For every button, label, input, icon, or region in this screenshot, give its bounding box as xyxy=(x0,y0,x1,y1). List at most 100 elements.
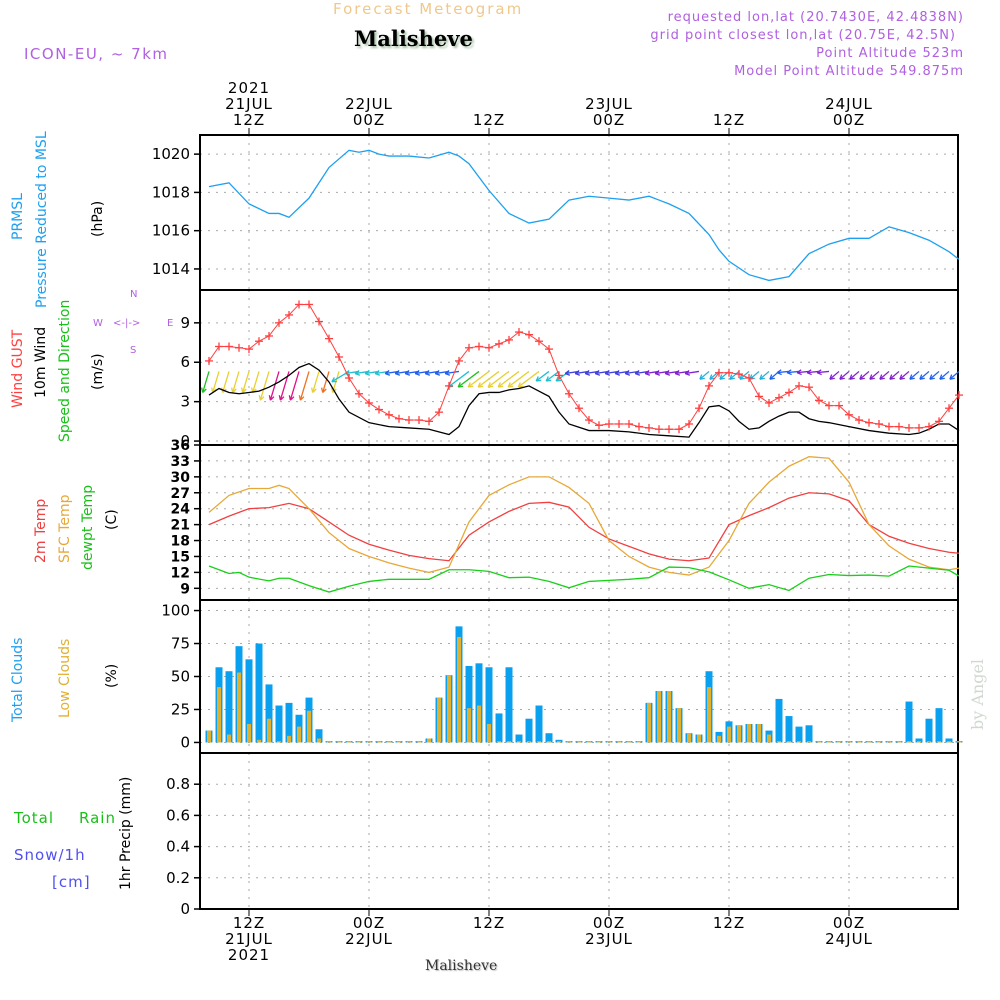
chart-title: Malisheve xyxy=(354,26,473,51)
wind-arrow-head xyxy=(719,374,723,380)
wind-gust-marker xyxy=(845,410,853,419)
time-label-bottom: 00Z xyxy=(833,914,865,932)
low-cloud-bar xyxy=(407,741,411,743)
low-cloud-bar xyxy=(587,741,591,743)
wind-arrow-shaft xyxy=(232,371,240,393)
wind-arrow-head xyxy=(769,377,775,380)
wind-arrow-head xyxy=(288,395,292,401)
wind-arrow-head xyxy=(487,382,491,388)
wind-direction-arrow xyxy=(258,371,270,401)
wind-arrow-head xyxy=(949,374,953,380)
wind-gust-marker xyxy=(705,381,713,390)
low-cloud-bar xyxy=(247,723,251,743)
wind-arrow-head xyxy=(507,382,511,388)
wind-arrow-head xyxy=(759,374,763,380)
low-cloud-bar xyxy=(797,741,801,743)
wind-gust-marker xyxy=(595,421,603,430)
wind-arrow-head xyxy=(289,396,295,401)
wind-gust-label: Wind GUST xyxy=(10,329,26,408)
wind-arrow-shaft xyxy=(919,370,930,380)
wind-gust-marker xyxy=(905,423,913,432)
pressure-label-prmsl: PRMSL xyxy=(10,193,26,240)
wind-arrow-head xyxy=(684,369,690,375)
wind-arrow-head xyxy=(939,377,945,380)
wind-arrow-head xyxy=(634,372,641,376)
wind-arrow-head xyxy=(404,369,410,375)
wind-arrow-head xyxy=(699,377,705,380)
total-cloud-bar xyxy=(465,665,473,743)
y-tick-label: 0 xyxy=(180,900,190,918)
total-cloud-bar xyxy=(315,729,323,743)
wind-gust-marker xyxy=(805,383,813,392)
time-label-top: 2021 xyxy=(228,79,270,97)
wind-gust-marker xyxy=(945,404,953,413)
total-cloud-bar xyxy=(225,671,233,743)
wind-direction-arrow xyxy=(929,370,940,380)
wind-gust-marker xyxy=(655,425,663,434)
pressure-label-desc: Pressure Reduced to MSL xyxy=(34,131,50,308)
wind-arrow-shaft xyxy=(447,370,470,388)
low-cloud-bar xyxy=(727,726,731,743)
wind-gust-marker xyxy=(755,392,763,401)
precip-total-label: Total xyxy=(14,809,55,827)
wind-direction-arrow xyxy=(321,371,330,393)
temp-2m-label: 2m Temp xyxy=(33,498,49,563)
wind-direction-arrow xyxy=(241,371,250,393)
wind-gust-line xyxy=(208,303,960,430)
wind-arrow-head xyxy=(776,369,782,374)
wind-arrow-head xyxy=(719,377,725,380)
wind-arrow-head xyxy=(564,369,570,375)
wind-gust-marker xyxy=(605,419,613,428)
wind-arrow-head xyxy=(546,379,552,382)
low-cloud-bar xyxy=(507,741,511,743)
wind-gust-marker xyxy=(685,419,693,428)
wind-arrow-head xyxy=(709,377,715,380)
wind-arrow-head xyxy=(444,369,450,375)
low-cloud-bar xyxy=(427,738,431,743)
wind-gust-marker xyxy=(815,396,823,405)
temp-dewpt-line xyxy=(208,565,960,593)
wind-arrow-shaft xyxy=(899,370,910,380)
wind-gust-marker xyxy=(385,410,393,419)
low-cloud-bar xyxy=(447,675,451,743)
wind-gust-marker xyxy=(855,416,863,425)
low-cloud-bar xyxy=(607,741,611,743)
wind-arrow-head xyxy=(604,372,611,376)
wind-arrow-head xyxy=(829,374,833,380)
chart-subtitle: Forecast Meteogram xyxy=(333,0,524,18)
wind-arrow-head xyxy=(574,369,580,375)
wind-arrow-head xyxy=(434,372,441,376)
time-label-top: 23JUL xyxy=(585,95,633,113)
wind-gust-marker xyxy=(265,331,273,340)
wind-arrow-shaft xyxy=(497,370,520,388)
total-cloud-bar xyxy=(535,705,543,743)
wind-arrow-head xyxy=(654,372,661,376)
wind-arrow-shaft xyxy=(445,370,460,375)
wind-gust-marker xyxy=(325,334,333,343)
total-cloud-bar xyxy=(545,733,553,743)
wind-gust-marker xyxy=(915,423,923,432)
wind-arrow-shaft xyxy=(929,370,940,380)
wind-arrow-head xyxy=(322,388,327,393)
wind-arrow-head xyxy=(394,372,401,376)
wind-arrow-head xyxy=(849,374,853,380)
low-cloud-bar xyxy=(467,708,471,743)
wind-arrow-head xyxy=(414,372,421,376)
wind-arrow-head xyxy=(909,374,913,380)
low-cloud-bar xyxy=(267,718,271,743)
y-tick-label: 0 xyxy=(180,733,190,751)
wind-arrow-head xyxy=(604,369,610,375)
wind-arrow-shaft xyxy=(242,371,250,393)
wind-arrow-shaft xyxy=(299,371,310,401)
wind-arrow-shaft xyxy=(939,370,950,380)
total-cloud-bar xyxy=(945,738,953,743)
wind-arrow-head xyxy=(769,374,773,380)
wind-gust-marker xyxy=(625,419,633,428)
low-cloud-bar xyxy=(647,702,651,743)
wind-arrow-head xyxy=(517,382,521,388)
wind-arrow-head xyxy=(739,377,745,380)
wind-arrow-head xyxy=(869,377,875,380)
low-cloud-bar xyxy=(517,741,521,743)
wind-arrow-head xyxy=(374,369,380,375)
wind-gust-marker xyxy=(405,416,413,425)
